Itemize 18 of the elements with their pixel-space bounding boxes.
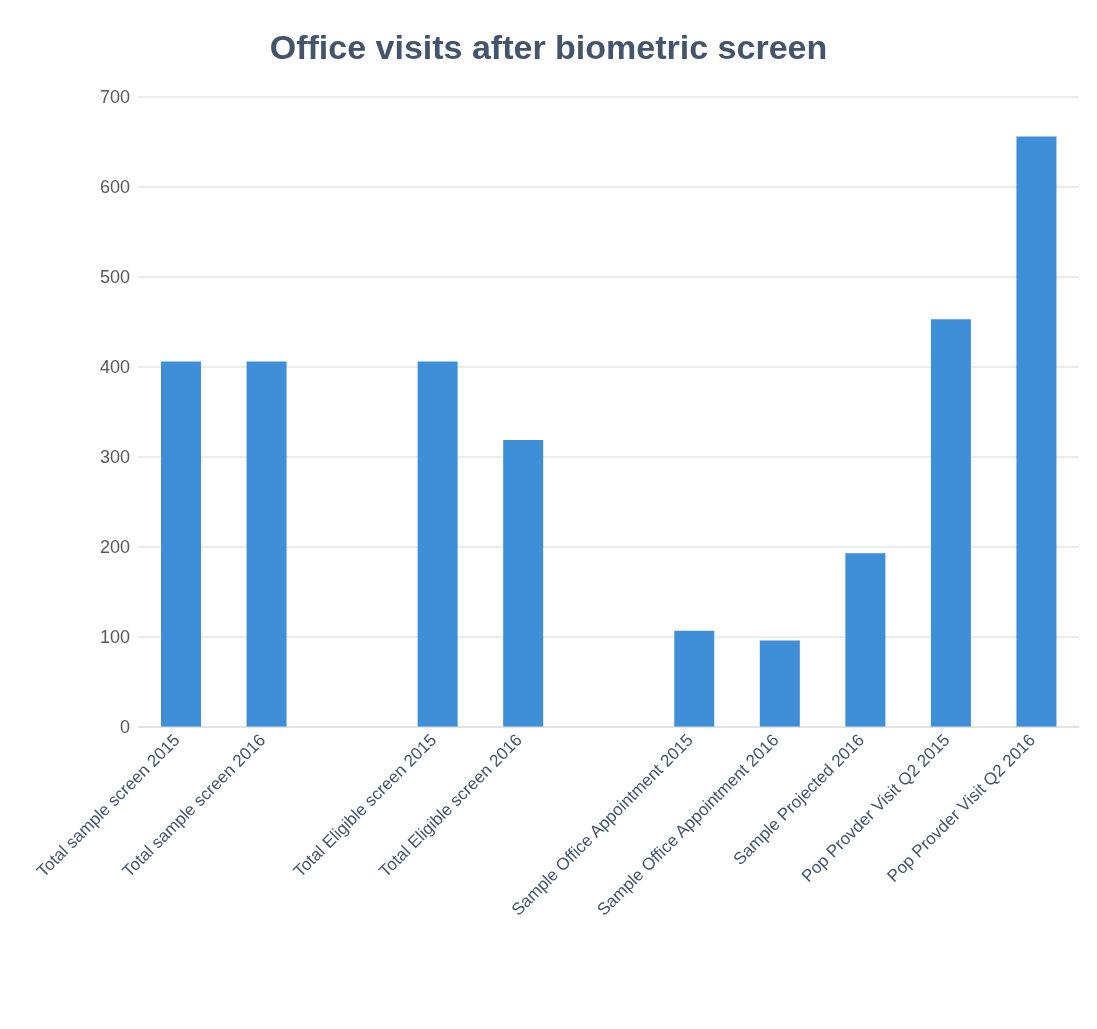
bar — [674, 630, 715, 727]
y-tick-label: 600 — [99, 177, 130, 198]
chart-title: Office visits after biometric screen — [268, 28, 829, 67]
y-tick-label: 200 — [99, 537, 130, 558]
bar — [246, 361, 287, 727]
y-tick-label: 300 — [99, 447, 130, 468]
y-tick-label: 500 — [99, 267, 130, 288]
y-tick-label: 400 — [99, 357, 130, 378]
bar — [161, 361, 201, 727]
bar — [1016, 136, 1057, 727]
bar — [759, 640, 800, 727]
bar — [503, 439, 544, 727]
bar — [845, 553, 886, 727]
y-tick-label: 0 — [119, 717, 130, 738]
y-tick-label: 700 — [99, 87, 130, 108]
bar — [930, 319, 971, 727]
bar — [417, 361, 458, 727]
y-tick-label: 100 — [99, 627, 130, 648]
